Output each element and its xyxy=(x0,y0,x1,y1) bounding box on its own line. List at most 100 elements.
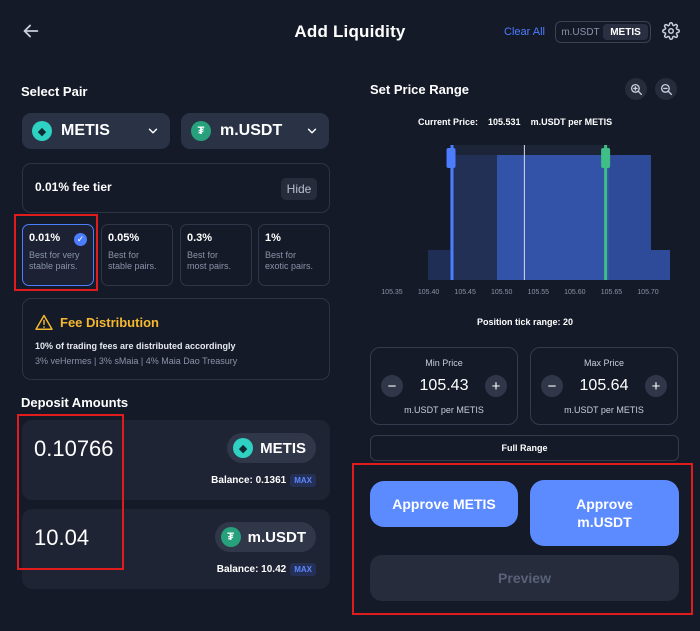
clear-all-button[interactable]: Clear All xyxy=(504,26,545,38)
max-price-decrement-button[interactable]: − xyxy=(541,375,563,397)
fee-distribution-title: Fee Distribution xyxy=(60,314,159,330)
fee-tier-summary: 0.01% fee tier Hide xyxy=(22,163,330,213)
zoom-out-button[interactable] xyxy=(655,78,677,100)
max-button[interactable]: MAX xyxy=(290,474,316,487)
preview-button[interactable]: Preview xyxy=(370,555,679,601)
x-tick-label: 105.65 xyxy=(600,289,623,296)
deposit-musdt-card: 10.04 ₮ m.USDT Balance: 10.42 MAX xyxy=(22,509,330,589)
deposit-amounts-title: Deposit Amounts xyxy=(21,395,129,410)
x-tick-label: 105.45 xyxy=(454,289,476,296)
toggle-musdt[interactable]: m.USDT xyxy=(561,26,600,38)
balance-text: Balance: 10.42 xyxy=(216,564,287,575)
fee-tier-desc: Best for very stable pairs. xyxy=(29,250,80,271)
usdt-token-icon: ₮ xyxy=(220,527,241,547)
x-tick-label: 105.40 xyxy=(417,289,440,296)
fee-tier-1[interactable]: 1% Best for exotic pairs. xyxy=(258,224,330,286)
current-fee-tier: 0.01% fee tier xyxy=(35,180,112,194)
fee-tier-desc: Best for most pairs. xyxy=(187,250,232,271)
approve-metis-button[interactable]: Approve METIS xyxy=(370,481,518,527)
max-price-label: Max Price xyxy=(583,358,624,368)
fee-tier-pct: 0.01% xyxy=(29,232,61,244)
min-price-unit: m.USDT per METIS xyxy=(404,405,484,415)
deposit-musdt-amount[interactable]: 10.04 xyxy=(34,525,90,550)
deposit-token-label: m.USDT xyxy=(247,528,306,546)
hide-button[interactable]: Hide xyxy=(281,178,317,200)
token-a-select[interactable]: ◆ METIS xyxy=(22,113,170,149)
set-price-range-title: Set Price Range xyxy=(370,82,469,97)
max-price-unit: m.USDT per METIS xyxy=(564,405,644,415)
max-button[interactable]: MAX xyxy=(290,563,316,576)
x-tick-label: 105.60 xyxy=(564,289,586,296)
fee-tier-desc: Best for stable pairs. xyxy=(108,250,157,271)
fee-tier-pct: 0.05% xyxy=(108,232,140,244)
deposit-metis-card: 0.10766 ◆ METIS Balance: 0.1361 MAX xyxy=(22,420,330,500)
usdt-token-icon: ₮ xyxy=(191,121,211,141)
current-price-value: 105.531 xyxy=(488,117,521,127)
fee-tier-0-05[interactable]: 0.05% Best for stable pairs. xyxy=(101,224,173,286)
max-price-increment-button[interactable]: + xyxy=(645,375,667,397)
deposit-metis-balance: Balance: 0.1361 MAX xyxy=(211,474,316,487)
full-range-button[interactable]: Full Range xyxy=(370,435,679,461)
min-price-label: Min Price xyxy=(425,358,463,368)
min-price-increment-button[interactable]: + xyxy=(485,375,507,397)
back-arrow-icon[interactable] xyxy=(20,20,42,42)
check-icon: ✓ xyxy=(74,233,87,246)
range-max-line xyxy=(604,145,608,280)
chevron-down-icon xyxy=(148,128,158,134)
fee-distribution-card: Fee Distribution 10% of trading fees are… xyxy=(22,298,330,380)
approve-musdt-button[interactable]: Approve m.USDT xyxy=(530,480,679,546)
fee-distribution-breakdown: 3% veHermes | 3% sMaia | 4% Maia Dao Tre… xyxy=(35,356,238,366)
min-price-box: Min Price − 105.43 + m.USDT per METIS xyxy=(370,347,518,425)
min-price-decrement-button[interactable]: − xyxy=(381,375,403,397)
current-price-unit: m.USDT per METIS xyxy=(530,117,613,127)
current-price-label: Current Price: xyxy=(418,117,479,127)
zoom-in-button[interactable] xyxy=(625,78,647,100)
chevron-down-icon xyxy=(307,128,317,134)
zoom-in-icon xyxy=(630,83,642,95)
x-tick-label: 105.55 xyxy=(527,289,549,296)
toggle-metis[interactable]: METIS xyxy=(603,24,648,40)
x-tick-label: 105.35 xyxy=(381,289,403,296)
fee-tier-pct: 0.3% xyxy=(187,232,213,244)
page-title: Add Liquidity xyxy=(294,22,406,41)
token-b-label: m.USDT xyxy=(220,122,283,139)
zoom-out-icon xyxy=(660,83,672,95)
max-price-input[interactable]: 105.64 xyxy=(579,377,629,394)
fee-tier-pct: 1% xyxy=(265,232,281,244)
metis-token-icon: ◆ xyxy=(32,121,52,141)
current-price: Current Price: 105.531 m.USDT per METIS xyxy=(418,117,612,127)
approve-musdt-label: Approve m.USDT xyxy=(576,496,633,530)
min-price-input[interactable]: 105.43 xyxy=(419,377,469,394)
deposit-musdt-balance: Balance: 10.42 MAX xyxy=(217,563,316,576)
max-price-box: Max Price − 105.64 + m.USDT per METIS xyxy=(530,347,678,425)
deposit-metis-amount[interactable]: 0.10766 xyxy=(34,436,114,461)
chart-liquidity-bar-right xyxy=(609,155,651,280)
deposit-musdt-token[interactable]: ₮ m.USDT xyxy=(214,522,316,552)
select-pair-title: Select Pair xyxy=(21,84,88,99)
range-min-handle xyxy=(446,148,456,168)
fee-tier-0-3[interactable]: 0.3% Best for most pairs. xyxy=(180,224,252,286)
token-b-select[interactable]: ₮ m.USDT xyxy=(181,113,329,149)
metis-token-icon: ◆ xyxy=(233,438,254,458)
deposit-token-label: METIS xyxy=(260,439,306,457)
chart-x-axis: 105.35 105.40 105.45 105.50 105.55 105.60 105.… xyxy=(380,289,670,299)
token-a-label: METIS xyxy=(61,122,110,139)
x-tick-label: 105.50 xyxy=(490,289,513,296)
balance-text: Balance: 0.1361 xyxy=(211,475,287,486)
deposit-metis-token[interactable]: ◆ METIS xyxy=(227,433,316,463)
quote-token-toggle: m.USDT METIS xyxy=(555,21,651,43)
chart-liquidity-bar-main xyxy=(497,155,609,280)
range-min-line xyxy=(450,145,454,280)
chart-liquidity-bar-left xyxy=(428,250,450,280)
position-tick-range: Position tick range: 20 xyxy=(476,317,574,327)
x-tick-label: 105.70 xyxy=(637,289,659,296)
liquidity-range-chart[interactable] xyxy=(380,145,670,280)
gear-icon[interactable] xyxy=(662,22,680,40)
fee-tier-desc: Best for exotic pairs. xyxy=(265,250,314,271)
chart-liquidity-bar-tail xyxy=(651,250,670,280)
range-max-handle xyxy=(601,148,611,168)
fee-tier-0-01[interactable]: 0.01% ✓ Best for very stable pairs. xyxy=(22,224,94,286)
fee-distribution-text: 10% of trading fees are distributed acco… xyxy=(35,341,236,351)
warning-icon xyxy=(35,314,53,330)
